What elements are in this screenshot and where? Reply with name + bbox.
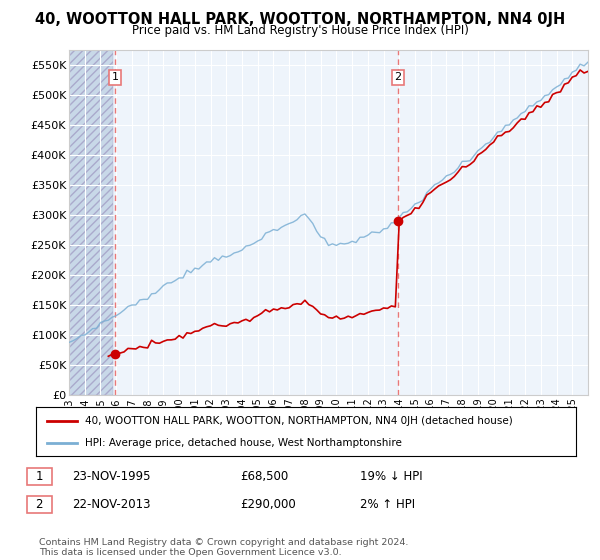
Text: 22-NOV-2013: 22-NOV-2013 [72, 498, 151, 511]
Text: 40, WOOTTON HALL PARK, WOOTTON, NORTHAMPTON, NN4 0JH: 40, WOOTTON HALL PARK, WOOTTON, NORTHAMP… [35, 12, 565, 27]
Text: 23-NOV-1995: 23-NOV-1995 [72, 470, 151, 483]
Text: Price paid vs. HM Land Registry's House Price Index (HPI): Price paid vs. HM Land Registry's House … [131, 24, 469, 37]
Text: 2: 2 [394, 72, 401, 82]
Text: 1: 1 [112, 72, 118, 82]
Bar [69, 50, 113, 395]
Text: 2% ↑ HPI: 2% ↑ HPI [360, 498, 415, 511]
Text: 2: 2 [35, 498, 43, 511]
Text: Contains HM Land Registry data © Crown copyright and database right 2024.
This d: Contains HM Land Registry data © Crown c… [39, 538, 409, 557]
Text: £68,500: £68,500 [240, 470, 288, 483]
Text: 40, WOOTTON HALL PARK, WOOTTON, NORTHAMPTON, NN4 0JH (detached house): 40, WOOTTON HALL PARK, WOOTTON, NORTHAMP… [85, 416, 512, 426]
Text: 19% ↓ HPI: 19% ↓ HPI [360, 470, 422, 483]
Bar [69, 50, 113, 395]
Text: £290,000: £290,000 [240, 498, 296, 511]
Text: HPI: Average price, detached house, West Northamptonshire: HPI: Average price, detached house, West… [85, 437, 401, 447]
Text: 1: 1 [35, 470, 43, 483]
